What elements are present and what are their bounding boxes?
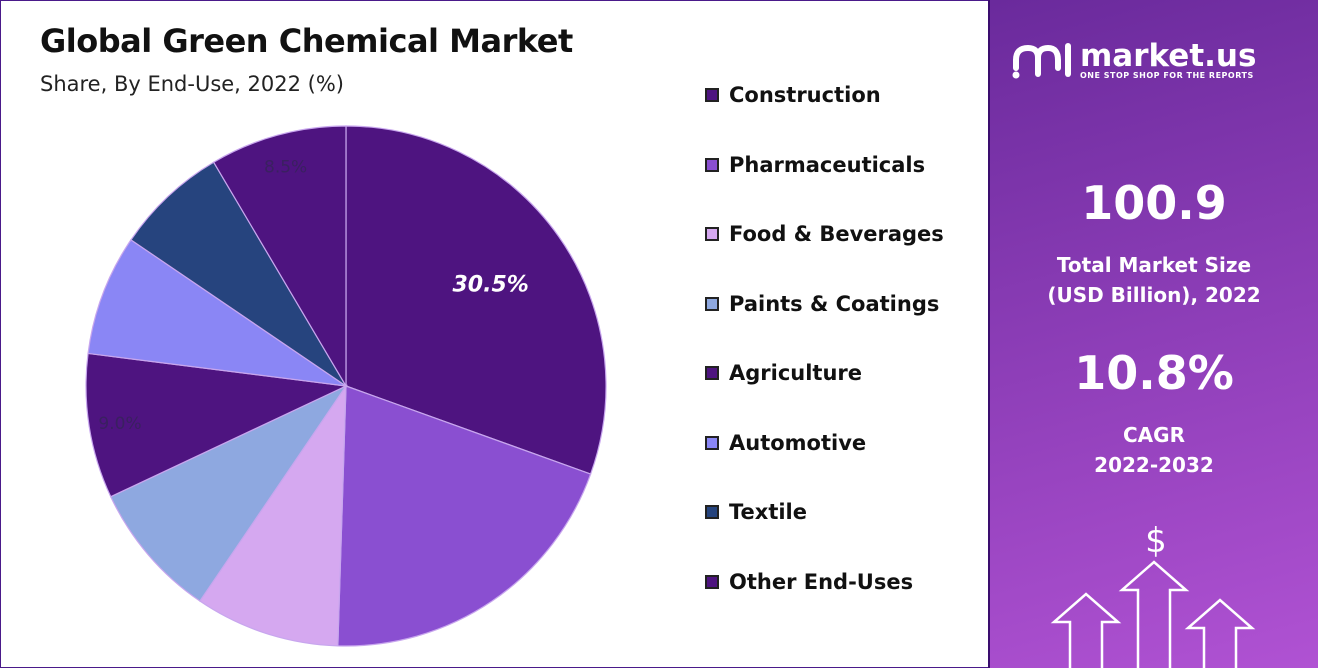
legend-item-food-beverages: Food & Beverages [705, 219, 944, 249]
legend-swatch [705, 574, 719, 589]
legend-swatch [705, 157, 719, 172]
market-size-value: 100.9 [1081, 176, 1227, 230]
brand-name: market.us [1080, 37, 1257, 74]
brand-logo: market.us ONE STOP SHOP FOR THE REPORTS [1012, 38, 1256, 82]
legend-label: Other End-Uses [729, 569, 914, 594]
pie-slice-agriculture [85, 352, 349, 498]
legend-label: Construction [729, 83, 881, 107]
legend-swatch [705, 88, 719, 102]
market-size-label-2: (USD Billion), 2022 [1047, 283, 1261, 307]
chart-title: Global Green Chemical Market [40, 22, 573, 60]
cagr-label-2: 2022-2032 [1094, 453, 1214, 477]
legend-item-automotive: Automotive [705, 428, 866, 458]
cagr-value: 10.8% [1074, 346, 1234, 400]
legend-item-construction: Construction [705, 80, 881, 110]
dollar-icon: $ [1145, 521, 1167, 561]
legend-swatch [705, 505, 719, 519]
legend-swatch [705, 435, 719, 450]
growth-arrows-icon: $ [1050, 521, 1256, 668]
chart-subtitle: Share, By End-Use, 2022 (%) [40, 72, 344, 96]
legend-item-paints-coatings: Paints & Coatings [705, 289, 939, 319]
stats-panel: market.us ONE STOP SHOP FOR THE REPORTS … [988, 0, 1318, 668]
pie-slice-construction [345, 125, 607, 475]
legend-item-pharmaceuticals: Pharmaceuticals [705, 150, 925, 180]
pie-chart: 30.5% 9.0% 8.5% [85, 125, 607, 647]
legend-swatch [705, 227, 719, 241]
data-label-agriculture: 9.0% [98, 414, 141, 434]
legend-swatch [705, 296, 719, 311]
pie-slice-other-end-uses [212, 125, 347, 389]
pie-slice-paints-coatings [109, 384, 348, 602]
legend-label: Pharmaceuticals [729, 152, 926, 177]
brand-tagline: ONE STOP SHOP FOR THE REPORTS [1080, 70, 1254, 80]
market-size-label-1: Total Market Size [1056, 253, 1252, 277]
data-label-other-end-uses: 8.5% [264, 157, 307, 177]
legend-label: Agriculture [729, 361, 863, 385]
pie-slice-food-beverages [199, 383, 347, 647]
legend-swatch [705, 366, 719, 380]
legend-item-agriculture: Agriculture [705, 358, 862, 388]
pie-slice-textile [130, 161, 347, 387]
legend-item-other-end-uses: Other End-Uses [705, 567, 913, 597]
pie-slice-pharmaceuticals [337, 385, 592, 647]
data-label-construction: 30.5% [452, 272, 528, 297]
market-us-logo-icon [1012, 43, 1071, 79]
legend-label: Paints & Coatings [729, 291, 940, 316]
cagr-label-1: CAGR [1123, 423, 1185, 447]
pie-slice-automotive [87, 239, 347, 387]
legend-item-textile: Textile [705, 497, 807, 527]
legend-label: Textile [729, 500, 808, 524]
legend-label: Food & Beverages [729, 222, 944, 246]
legend-label: Automotive [729, 430, 867, 455]
